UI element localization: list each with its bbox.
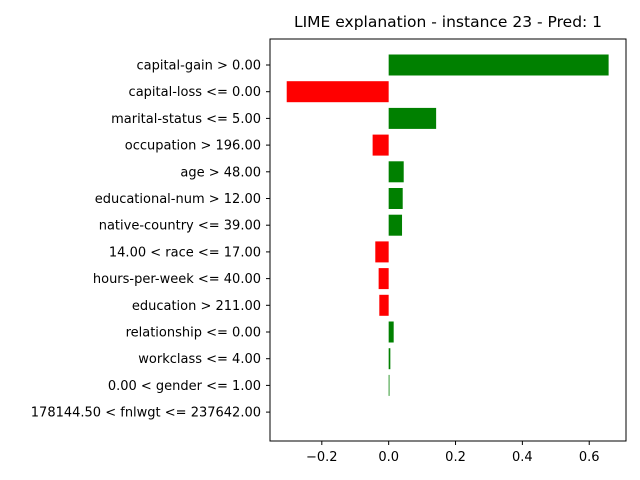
y-tick-label: 0.00 < gender <= 1.00 — [108, 379, 261, 394]
y-tick-label: education > 211.00 — [132, 299, 261, 314]
x-tick-label: 0.0 — [378, 450, 399, 465]
bar-2 — [388, 107, 437, 129]
bar-3 — [372, 134, 389, 156]
bar-11 — [388, 348, 391, 370]
bar-0 — [388, 54, 609, 76]
bar-4 — [388, 161, 404, 183]
x-tick-label: 0.4 — [512, 450, 533, 465]
y-tick-label: capital-gain > 0.00 — [136, 59, 261, 74]
x-tick-label: 0.2 — [445, 450, 466, 465]
y-tick-label: 14.00 < race <= 17.00 — [109, 245, 261, 260]
y-tick-label: educational-num > 12.00 — [95, 192, 261, 207]
bars-group — [286, 54, 609, 396]
y-tick-label: age > 48.00 — [180, 165, 261, 180]
plot-frame — [269, 38, 627, 442]
bar-10 — [388, 321, 394, 343]
bar-5 — [388, 188, 403, 209]
y-tick-label: marital-status <= 5.00 — [111, 112, 261, 127]
bar-12 — [388, 374, 390, 396]
y-tick-label: hours-per-week <= 40.00 — [93, 272, 261, 287]
bar-9 — [379, 294, 389, 316]
chart-title: LIME explanation - instance 23 - Pred: 1 — [294, 13, 602, 31]
bar-6 — [388, 214, 403, 236]
bar-8 — [378, 268, 389, 290]
x-tick-label: 0.6 — [579, 450, 600, 465]
y-tick-label: capital-loss <= 0.00 — [129, 85, 261, 100]
x-ticks: −0.2 0.0 0.2 0.4 0.6 — [306, 441, 600, 465]
y-tick-label: 178144.50 < fnlwgt <= 237642.00 — [31, 406, 261, 421]
y-tick-labels: capital-gain > 0.00 capital-loss <= 0.00 m… — [31, 59, 270, 421]
y-tick-label: native-country <= 39.00 — [99, 219, 261, 234]
y-tick-label: occupation > 196.00 — [125, 139, 261, 154]
bar-1 — [286, 81, 389, 103]
x-tick-label: −0.2 — [306, 450, 338, 465]
y-tick-label: workclass <= 4.00 — [138, 352, 261, 367]
bar-7 — [375, 241, 389, 263]
y-tick-label: relationship <= 0.00 — [126, 326, 261, 341]
